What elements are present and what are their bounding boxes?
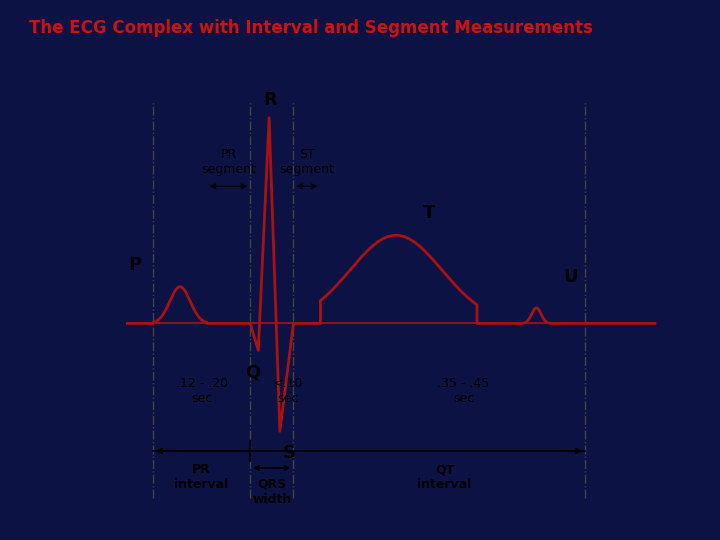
Text: QRS
width: QRS width <box>252 478 292 506</box>
Text: The ECG Complex with Interval and Segment Measurements: The ECG Complex with Interval and Segmen… <box>29 19 593 37</box>
Text: PR
segment: PR segment <box>201 148 256 177</box>
Text: Q: Q <box>245 363 260 381</box>
Text: PR
interval: PR interval <box>174 463 229 491</box>
Text: P: P <box>129 255 142 274</box>
Text: R: R <box>264 91 277 110</box>
Text: .12 - .20
sec: .12 - .20 sec <box>176 377 228 405</box>
Text: ST
segment: ST segment <box>279 148 334 177</box>
Text: <.10
sec: <.10 sec <box>273 377 303 405</box>
Text: T: T <box>423 204 436 222</box>
Text: U: U <box>563 268 578 286</box>
Text: S: S <box>282 444 296 462</box>
Text: .35 - .45
sec: .35 - .45 sec <box>437 377 490 405</box>
Text: QT
interval: QT interval <box>418 463 472 491</box>
